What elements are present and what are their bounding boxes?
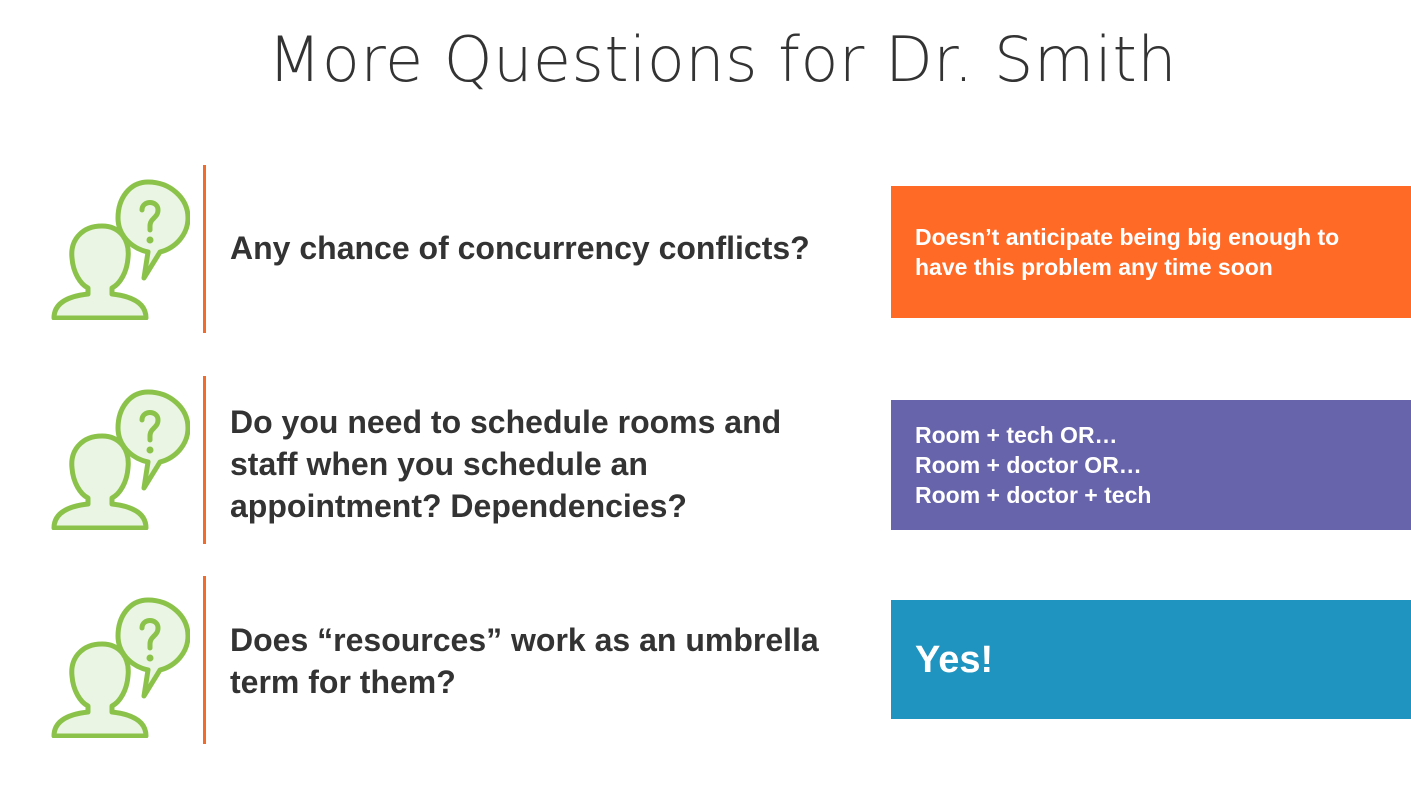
answer-line: Room + doctor + tech: [915, 482, 1152, 508]
answer-line: Room + doctor OR…: [915, 452, 1142, 478]
person-question-icon: [51, 389, 190, 530]
person-question-icon: [51, 597, 190, 738]
divider-line: [203, 165, 206, 333]
person-question-icon: [51, 179, 190, 320]
answer-line: Doesn’t anticipate being big enough to: [915, 224, 1340, 250]
answer-line: Yes!: [915, 638, 994, 681]
answer-box: Doesn’t anticipate being big enough to h…: [891, 186, 1411, 318]
question-text: Do you need to schedule rooms and staff …: [230, 404, 782, 524]
divider-line: [203, 576, 206, 744]
question-text: Does “resources” work as an umbrella ter…: [230, 622, 819, 700]
answer-box: Yes!: [891, 600, 1411, 719]
divider-line: [203, 376, 206, 544]
page-title: More Questions for Dr. Smith: [267, 23, 1178, 96]
question-text: Any chance of concurrency conflicts?: [230, 230, 810, 266]
answer-line: have this problem any time soon: [915, 254, 1273, 280]
answer-line: Room + tech OR…: [915, 422, 1118, 448]
answer-box: Room + tech OR… Room + doctor OR… Room +…: [891, 400, 1411, 530]
